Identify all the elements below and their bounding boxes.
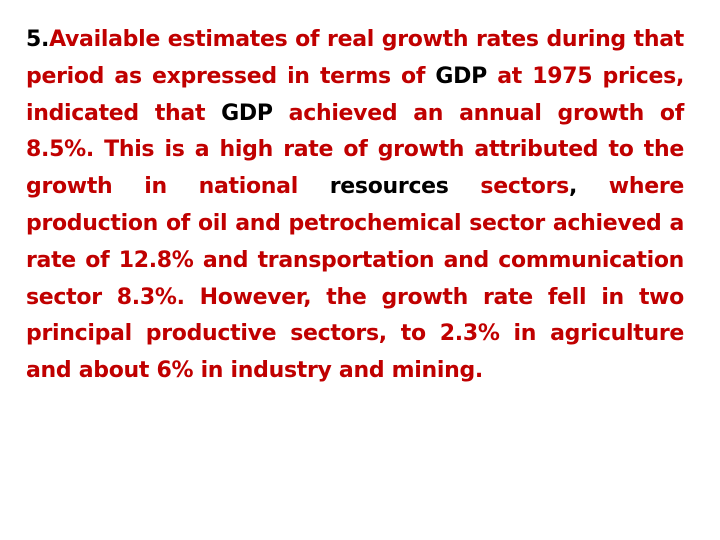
- paragraph-text-5: where production of oil and petrochemica…: [26, 174, 684, 384]
- paragraph-text-2: at 1975 prices, indicated that: [26, 63, 685, 126]
- paragraph-text-4: sectors: [448, 174, 569, 200]
- item-number: 5.: [26, 27, 50, 52]
- paragraph-text-1: Available estimates of real growth rates…: [26, 27, 684, 89]
- gdp-term-2: GDP: [221, 100, 273, 126]
- comma-black: ,: [568, 174, 578, 200]
- body-paragraph: 5.Available estimates of real growth rat…: [26, 22, 684, 390]
- paragraph-text-3: achieved an annual growth of 8.5%. This …: [26, 100, 684, 200]
- resources-term: resources: [329, 174, 449, 200]
- gdp-term-1: GDP: [435, 63, 487, 89]
